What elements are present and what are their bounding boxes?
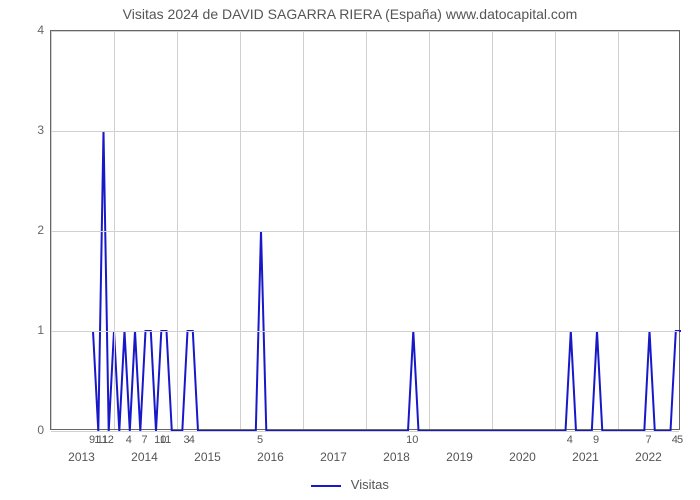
- xtick-year-label: 2020: [509, 450, 536, 464]
- gridline-vertical: [177, 31, 178, 429]
- gridline-horizontal: [51, 431, 679, 432]
- gridline-vertical: [303, 31, 304, 429]
- xtick-month-label: 5: [677, 434, 683, 446]
- xtick-month-label: 5: [257, 434, 263, 446]
- ytick-label: 2: [14, 223, 44, 237]
- gridline-vertical: [51, 31, 52, 429]
- gridline-horizontal: [51, 231, 679, 232]
- xtick-month-label: 12: [102, 434, 114, 446]
- gridline-vertical: [366, 31, 367, 429]
- xtick-month-label: 10: [406, 434, 418, 446]
- chart-container: Visitas 2024 de DAVID SAGARRA RIERA (Esp…: [0, 0, 700, 500]
- xtick-month-label: 9: [593, 434, 599, 446]
- legend: Visitas: [0, 477, 700, 492]
- ytick-label: 0: [14, 423, 44, 437]
- xtick-year-label: 2017: [320, 450, 347, 464]
- xtick-year-label: 2015: [194, 450, 221, 464]
- gridline-vertical: [618, 31, 619, 429]
- xtick-month-label: 4: [189, 434, 195, 446]
- legend-label: Visitas: [351, 477, 389, 492]
- gridline-vertical: [555, 31, 556, 429]
- gridline-vertical: [492, 31, 493, 429]
- xtick-year-label: 2014: [131, 450, 158, 464]
- xtick-month-label: 7: [141, 434, 147, 446]
- series-line: [93, 131, 681, 431]
- xtick-month-label: 7: [645, 434, 651, 446]
- xtick-month-label: 4: [126, 434, 132, 446]
- gridline-vertical: [114, 31, 115, 429]
- xtick-year-label: 2018: [383, 450, 410, 464]
- gridline-horizontal: [51, 31, 679, 32]
- xtick-month-label: 11: [160, 434, 171, 446]
- ytick-label: 4: [14, 23, 44, 37]
- legend-swatch: [311, 485, 341, 487]
- chart-title: Visitas 2024 de DAVID SAGARRA RIERA (Esp…: [0, 6, 700, 22]
- gridline-horizontal: [51, 331, 679, 332]
- ytick-label: 3: [14, 123, 44, 137]
- xtick-year-label: 2016: [257, 450, 284, 464]
- xtick-year-label: 2013: [68, 450, 95, 464]
- gridline-vertical: [429, 31, 430, 429]
- xtick-year-label: 2022: [635, 450, 662, 464]
- gridline-horizontal: [51, 131, 679, 132]
- xtick-year-label: 2019: [446, 450, 473, 464]
- plot-area: [50, 30, 680, 430]
- ytick-label: 1: [14, 323, 44, 337]
- gridline-vertical: [240, 31, 241, 429]
- xtick-month-label: 4: [567, 434, 573, 446]
- xtick-year-label: 2021: [572, 450, 599, 464]
